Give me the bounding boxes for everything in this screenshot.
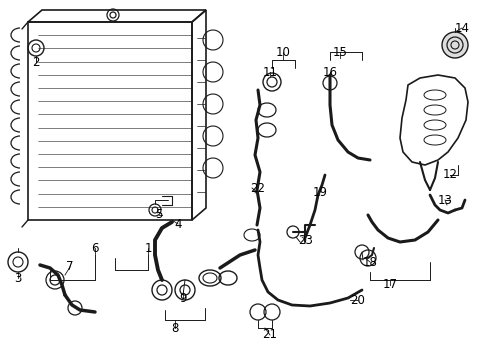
Text: 9: 9 — [179, 292, 186, 305]
Text: 1: 1 — [144, 242, 151, 255]
Text: 15: 15 — [332, 45, 347, 58]
Text: 10: 10 — [275, 45, 290, 58]
Text: 11: 11 — [262, 66, 277, 78]
Text: 8: 8 — [171, 321, 178, 334]
Text: 7: 7 — [66, 261, 74, 274]
Text: 12: 12 — [442, 168, 457, 181]
Circle shape — [441, 32, 467, 58]
Text: 17: 17 — [382, 279, 397, 292]
Text: 21: 21 — [262, 328, 277, 342]
Text: 2: 2 — [32, 55, 40, 68]
Text: 16: 16 — [322, 66, 337, 78]
Text: 4: 4 — [174, 217, 182, 230]
Text: 14: 14 — [453, 22, 468, 35]
Text: 6: 6 — [91, 242, 99, 255]
Text: 19: 19 — [312, 185, 327, 198]
Text: 23: 23 — [298, 234, 313, 247]
Text: 13: 13 — [437, 194, 451, 207]
Text: 3: 3 — [14, 271, 21, 284]
Text: 22: 22 — [250, 181, 265, 194]
Text: 18: 18 — [362, 256, 377, 269]
Text: 5: 5 — [155, 208, 163, 221]
Text: 20: 20 — [350, 293, 365, 306]
